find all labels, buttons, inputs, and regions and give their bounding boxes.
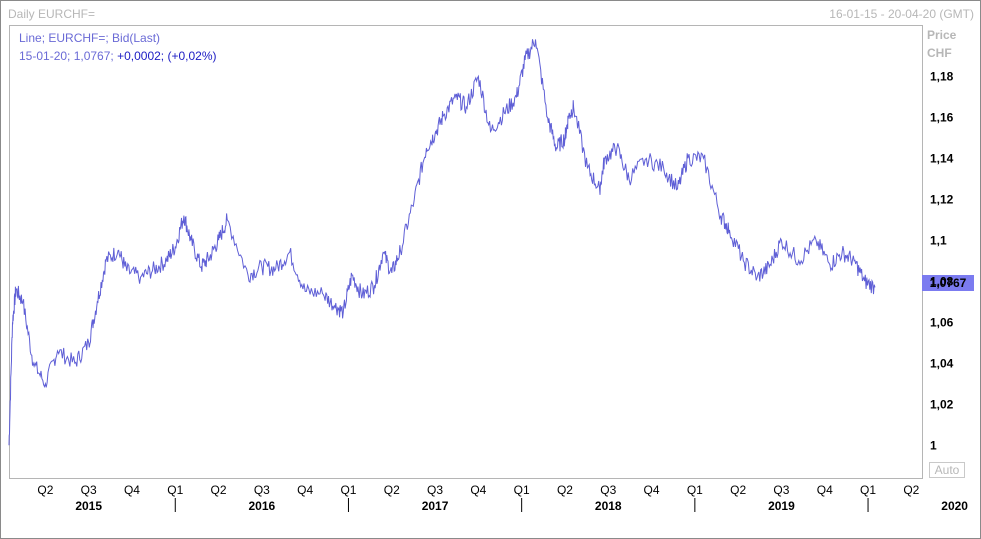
x-tick-label: Q2 [730,483,746,497]
x-tick-label: Q2 [557,483,573,497]
y-tick-label: 1,12 [930,192,954,206]
x-tick-label: Q3 [773,483,789,497]
y-tick-label: 1,16 [930,110,954,124]
chart-title: Daily EURCHF= [8,7,96,21]
x-tick-label: Q2 [211,483,227,497]
x-tick-label: Q2 [903,483,919,497]
x-year-label: 2018 [595,499,622,513]
title-bar: Daily EURCHF= 16-01-15 - 20-04-20 (GMT) [1,1,980,25]
x-tick-label: Q1 [860,483,876,497]
x-tick-label: Q1 [514,483,530,497]
y-axis-title-price: Price [927,28,957,42]
x-tick-label: Q2 [37,483,53,497]
x-tick-label: Q1 [340,483,356,497]
x-year-label: 2020 [941,499,968,513]
date-range[interactable]: 16-01-15 - 20-04-20 (GMT) [829,7,974,21]
readout-change: +0,0002; (+0,02%) [117,49,217,63]
readout-values: 15-01-20; 1,0767; [19,49,118,63]
y-tick-label: 1,08 [930,274,954,288]
x-tick-label: Q3 [600,483,616,497]
legend-readout: 15-01-20; 1,0767; +0,0002; (+0,02%) [19,49,216,63]
x-tick-label: Q4 [644,483,660,497]
y-tick-label: 1,14 [930,151,954,165]
x-year-label: 2017 [422,499,449,513]
x-year-label: 2016 [249,499,276,513]
y-axis-title-currency: CHF [927,46,952,60]
x-tick-label: Q4 [470,483,486,497]
legend-series: Line; EURCHF=; Bid(Last) [19,31,161,45]
y-tick-label: 1,18 [930,69,954,83]
x-tick-label: Q4 [124,483,140,497]
x-tick-label: Q2 [384,483,400,497]
x-tick-label: Q3 [254,483,270,497]
x-year-label: 2015 [75,499,102,513]
y-tick-label: 1,1 [930,233,947,247]
y-tick-label: 1 [930,438,937,452]
y-tick-label: 1,02 [930,397,954,411]
y-tick-label: 1,06 [930,315,954,329]
auto-scale-button[interactable]: Auto [929,462,965,478]
x-tick-label: Q3 [81,483,97,497]
last-price-tag: 1,0767 [922,275,974,291]
plot-area[interactable] [9,25,923,479]
x-tick-label: Q3 [427,483,443,497]
x-tick-label: Q1 [167,483,183,497]
x-tick-label: Q1 [687,483,703,497]
x-tick-label: Q4 [817,483,833,497]
x-year-label: 2019 [768,499,795,513]
y-tick-label: 1,04 [930,356,954,370]
series-line [8,39,876,446]
x-tick-label: Q4 [297,483,313,497]
